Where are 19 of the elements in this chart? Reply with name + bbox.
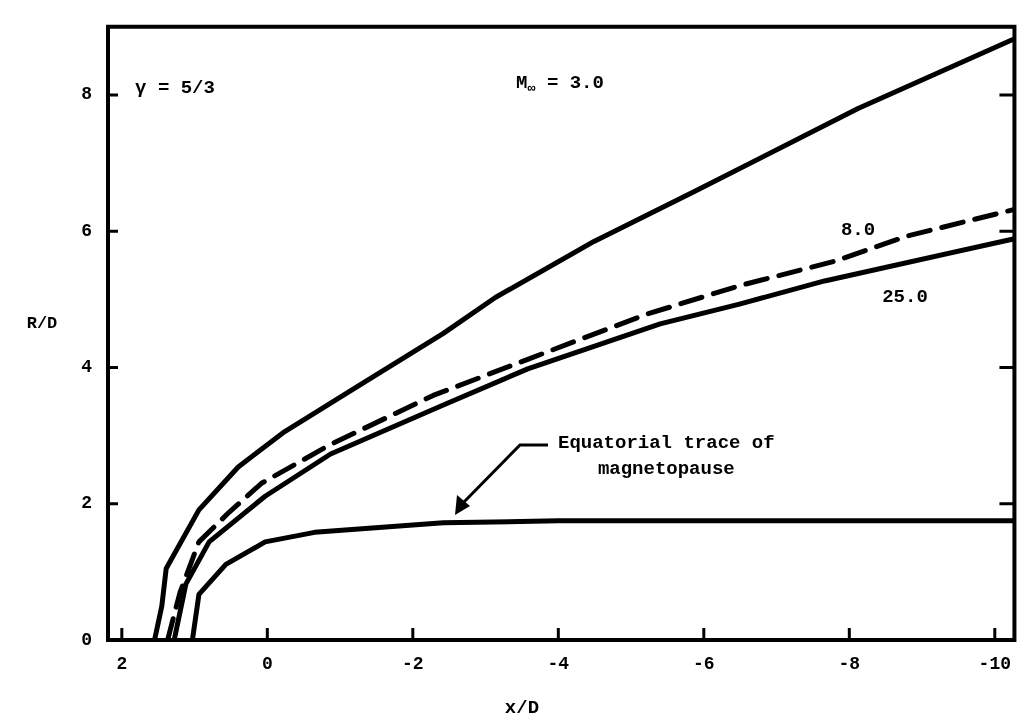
annotation: 8.0 bbox=[840, 218, 876, 241]
x-tick-label: -8 bbox=[838, 654, 861, 675]
x-tick-label: 2 bbox=[116, 654, 128, 675]
y-tick-label: 4 bbox=[81, 357, 93, 377]
x-tick-label: 0 bbox=[261, 654, 273, 675]
annotation: γ = 5/3 bbox=[135, 76, 215, 99]
x-tick-label: -10 bbox=[978, 654, 1011, 675]
x-tick-label: -2 bbox=[402, 654, 424, 675]
annotation: Equatorial trace of magnetopause bbox=[558, 431, 775, 480]
y-tick-label: 0 bbox=[81, 629, 92, 650]
y-tick-label: 6 bbox=[81, 220, 92, 241]
y-tick-label: 2 bbox=[81, 493, 92, 514]
y-axis-title: R/D bbox=[26, 313, 58, 333]
annotation: M∞ = 3.0 bbox=[516, 71, 604, 97]
annotation: 25.0 bbox=[882, 285, 928, 308]
y-tick-label: 8 bbox=[81, 84, 92, 105]
x-tick-label: -4 bbox=[547, 654, 570, 675]
x-tick-label: -6 bbox=[693, 654, 715, 675]
x-axis-title: x/D bbox=[504, 696, 540, 719]
